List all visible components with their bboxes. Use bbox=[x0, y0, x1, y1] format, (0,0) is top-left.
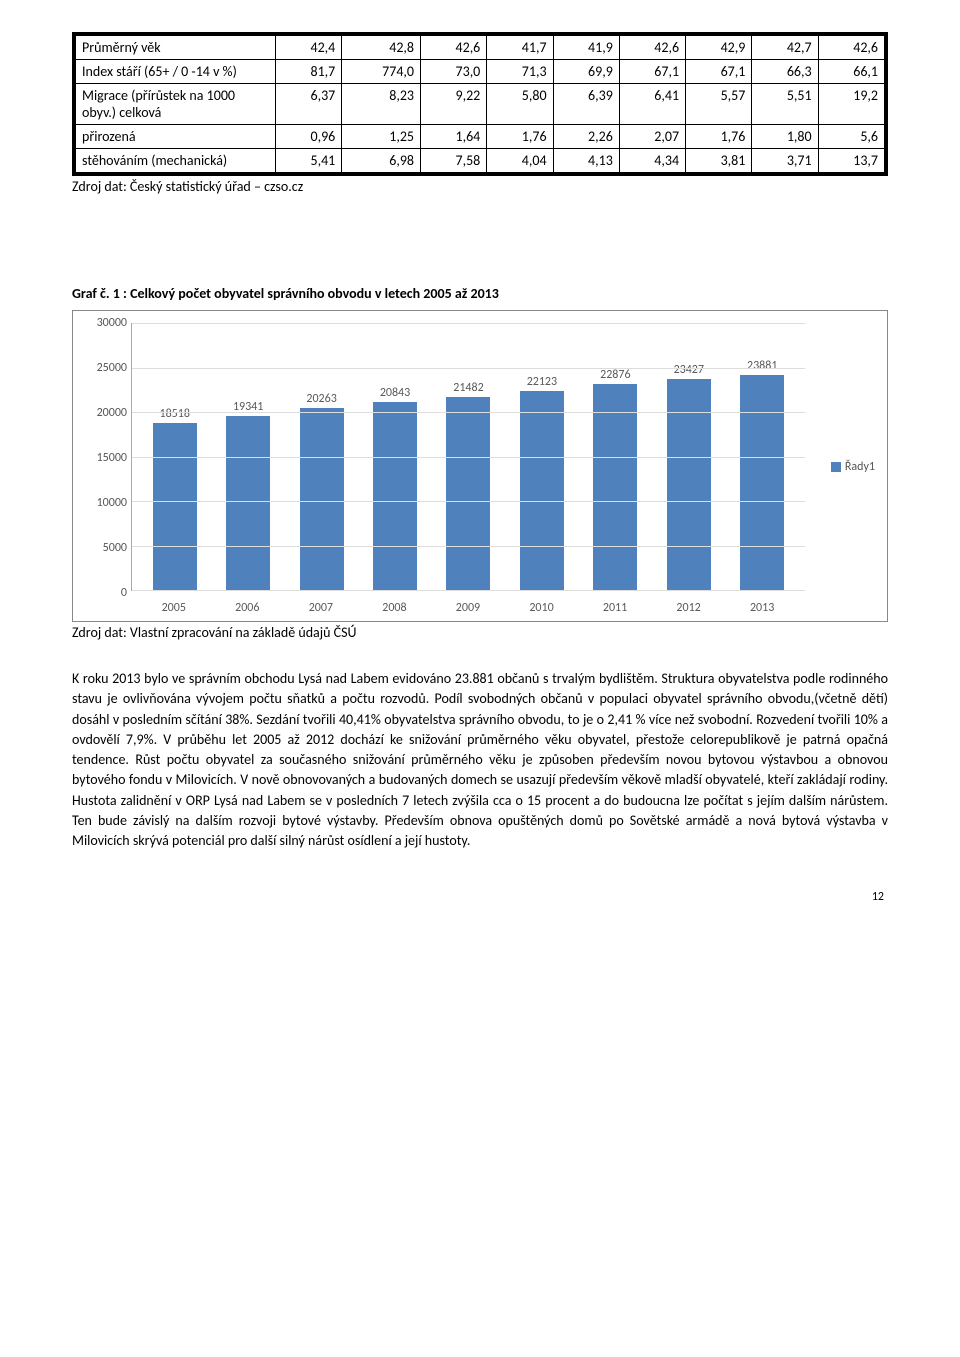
table-cell: 1,76 bbox=[487, 125, 553, 149]
table-cell: 5,80 bbox=[487, 84, 553, 125]
legend-swatch bbox=[831, 462, 841, 472]
table-cell: 42,7 bbox=[752, 36, 818, 60]
table-cell: 6,39 bbox=[553, 84, 619, 125]
page-number: 12 bbox=[72, 890, 888, 904]
table-cell: 774,0 bbox=[342, 60, 421, 84]
bar bbox=[520, 391, 564, 590]
bar bbox=[740, 375, 784, 590]
table-cell: 73,0 bbox=[421, 60, 487, 84]
y-tick-label: 5000 bbox=[83, 541, 127, 555]
x-tick-label: 2008 bbox=[365, 601, 423, 615]
table-cell: 3,81 bbox=[686, 149, 752, 173]
bar bbox=[593, 384, 637, 590]
table-cell: 8,23 bbox=[342, 84, 421, 125]
table-cell: 42,9 bbox=[686, 36, 752, 60]
table-cell: 4,34 bbox=[619, 149, 685, 173]
chart-legend: Řady1 bbox=[831, 460, 875, 474]
x-tick-label: 2005 bbox=[145, 601, 203, 615]
table-cell: 19,2 bbox=[818, 84, 884, 125]
body-paragraph: K roku 2013 bylo ve správním obchodu Lys… bbox=[72, 669, 888, 852]
table-cell: 6,41 bbox=[619, 84, 685, 125]
bar-value-label: 20843 bbox=[380, 386, 410, 400]
bar bbox=[153, 423, 197, 590]
table-cell: 1,80 bbox=[752, 125, 818, 149]
table-cell: 5,51 bbox=[752, 84, 818, 125]
table-cell: 67,1 bbox=[686, 60, 752, 84]
table-cell: 42,4 bbox=[276, 36, 342, 60]
table-source: Zdroj dat: Český statistický úřad – czso… bbox=[72, 178, 888, 195]
x-tick-label: 2010 bbox=[513, 601, 571, 615]
bar-value-label: 20263 bbox=[306, 392, 336, 406]
y-tick-label: 25000 bbox=[83, 361, 127, 375]
bar bbox=[226, 416, 270, 590]
table-cell: 42,6 bbox=[818, 36, 884, 60]
table-row-label: Průměrný věk bbox=[76, 36, 276, 60]
bar-value-label: 22876 bbox=[600, 368, 630, 382]
table-cell: 6,98 bbox=[342, 149, 421, 173]
bar-value-label: 18518 bbox=[160, 407, 190, 421]
table-row-label: Index stáří (65+ / 0 -14 v %) bbox=[76, 60, 276, 84]
bar-value-label: 21482 bbox=[453, 381, 483, 395]
x-tick-label: 2009 bbox=[439, 601, 497, 615]
y-tick-label: 0 bbox=[83, 586, 127, 600]
bar bbox=[667, 379, 711, 590]
x-tick-label: 2006 bbox=[218, 601, 276, 615]
table-cell: 0,96 bbox=[276, 125, 342, 149]
table-cell: 66,1 bbox=[818, 60, 884, 84]
bar-value-label: 22123 bbox=[527, 375, 557, 389]
x-tick-label: 2007 bbox=[292, 601, 350, 615]
table-cell: 67,1 bbox=[619, 60, 685, 84]
x-tick-label: 2011 bbox=[586, 601, 644, 615]
bar-chart: 1851819341202632084321482221232287623427… bbox=[72, 310, 888, 622]
table-cell: 7,58 bbox=[421, 149, 487, 173]
y-tick-label: 20000 bbox=[83, 406, 127, 420]
table-cell: 4,04 bbox=[487, 149, 553, 173]
data-table: Průměrný věk42,442,842,641,741,942,642,9… bbox=[72, 32, 888, 176]
table-row-label: přirozená bbox=[76, 125, 276, 149]
chart-source: Zdroj dat: Vlastní zpracování na základě… bbox=[72, 624, 888, 641]
table-cell: 2,07 bbox=[619, 125, 685, 149]
table-cell: 9,22 bbox=[421, 84, 487, 125]
table-cell: 41,7 bbox=[487, 36, 553, 60]
y-tick-label: 10000 bbox=[83, 496, 127, 510]
table-cell: 6,37 bbox=[276, 84, 342, 125]
table-cell: 1,25 bbox=[342, 125, 421, 149]
bar bbox=[300, 408, 344, 590]
bar-value-label: 23427 bbox=[674, 363, 704, 377]
table-cell: 13,7 bbox=[818, 149, 884, 173]
table-cell: 4,13 bbox=[553, 149, 619, 173]
table-cell: 71,3 bbox=[487, 60, 553, 84]
table-row-label: Migrace (přírůstek na 1000 obyv.) celkov… bbox=[76, 84, 276, 125]
table-cell: 1,76 bbox=[686, 125, 752, 149]
bar bbox=[446, 397, 490, 590]
table-cell: 5,41 bbox=[276, 149, 342, 173]
legend-label: Řady1 bbox=[845, 460, 875, 474]
table-cell: 5,6 bbox=[818, 125, 884, 149]
table-cell: 1,64 bbox=[421, 125, 487, 149]
y-tick-label: 15000 bbox=[83, 451, 127, 465]
chart-caption: Graf č. 1 : Celkový počet obyvatel správ… bbox=[72, 285, 888, 302]
bar-value-label: 23881 bbox=[747, 359, 777, 373]
table-cell: 3,71 bbox=[752, 149, 818, 173]
table-row-label: stěhováním (mechanická) bbox=[76, 149, 276, 173]
x-tick-label: 2012 bbox=[660, 601, 718, 615]
x-tick-label: 2013 bbox=[733, 601, 791, 615]
table-cell: 2,26 bbox=[553, 125, 619, 149]
table-cell: 66,3 bbox=[752, 60, 818, 84]
table-cell: 41,9 bbox=[553, 36, 619, 60]
table-cell: 42,6 bbox=[619, 36, 685, 60]
table-cell: 69,9 bbox=[553, 60, 619, 84]
table-cell: 81,7 bbox=[276, 60, 342, 84]
table-cell: 42,6 bbox=[421, 36, 487, 60]
y-tick-label: 30000 bbox=[83, 316, 127, 330]
bar bbox=[373, 402, 417, 590]
table-cell: 42,8 bbox=[342, 36, 421, 60]
table-cell: 5,57 bbox=[686, 84, 752, 125]
